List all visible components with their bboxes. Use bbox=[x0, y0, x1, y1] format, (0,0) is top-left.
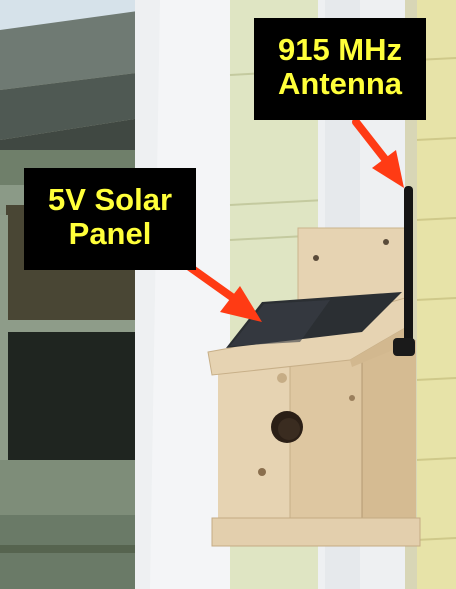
birdhouse bbox=[207, 227, 421, 547]
solar-callout-line2: Panel bbox=[68, 216, 152, 251]
antenna bbox=[393, 186, 415, 356]
screw-right bbox=[383, 239, 389, 245]
solar-callout-label: 5V Solar Panel bbox=[24, 168, 196, 270]
house-roof-eave bbox=[0, 8, 160, 160]
solar-callout-line1: 5V Solar bbox=[47, 182, 173, 217]
antenna-callout-label: 915 MHz Antenna bbox=[254, 18, 426, 120]
birdhouse-base bbox=[211, 517, 421, 547]
antenna-callout-line2: Antenna bbox=[278, 66, 402, 101]
antenna-callout-line1: 915 MHz bbox=[277, 32, 403, 67]
antenna-arrow bbox=[352, 118, 404, 188]
screw-left bbox=[313, 255, 319, 261]
